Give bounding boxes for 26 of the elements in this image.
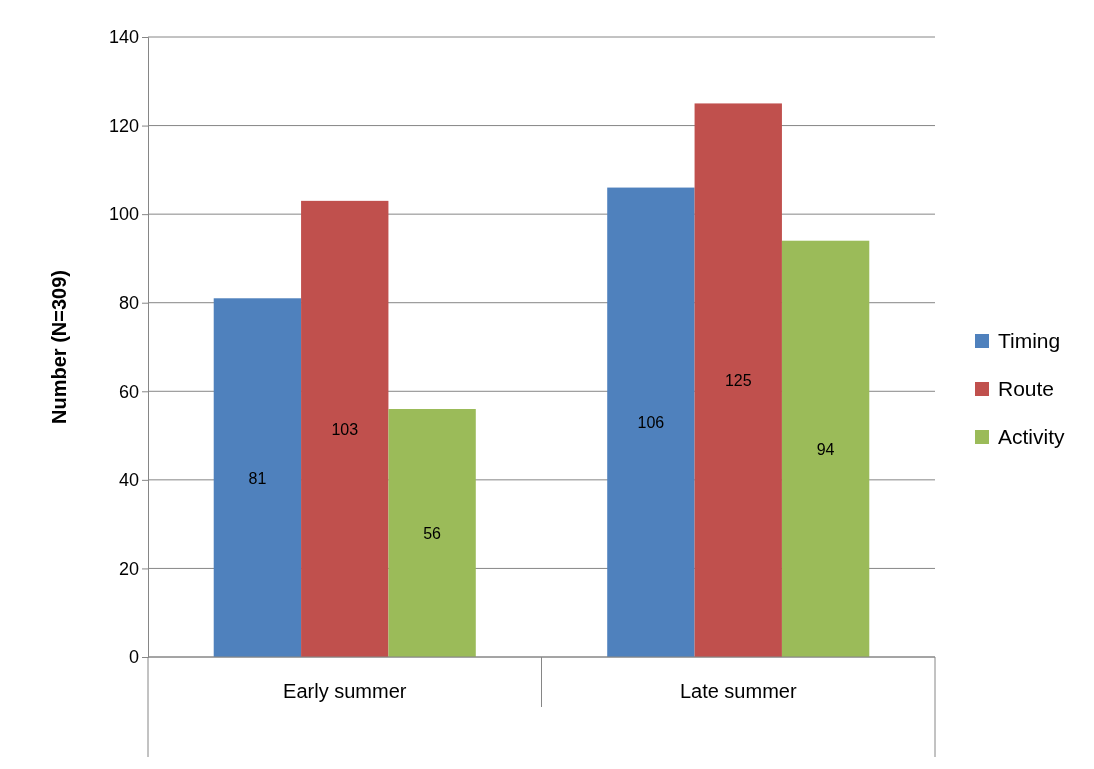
y-tick-label: 40 [118,470,139,491]
legend-label: Timing [998,329,1061,352]
y-tick-label: 20 [118,558,139,579]
data-label: 81 [248,469,267,487]
bar [388,409,476,657]
y-tick-label: 120 [108,115,139,136]
bar [607,187,695,657]
y-tick-label: 0 [128,647,139,668]
data-label: 56 [423,525,442,542]
data-label: 94 [816,440,835,458]
legend-label: Activity [998,425,1066,448]
x-tick-label: Late summer [679,680,797,702]
x-tick-label: Early summer [283,680,407,702]
bar [694,103,782,657]
y-tick-label: 100 [108,204,139,225]
bar [301,200,389,657]
bar [213,298,302,657]
legend-label: Route [998,377,1055,400]
data-label: 103 [331,420,359,438]
data-label: 125 [724,372,752,390]
y-tick-label: 140 [108,27,139,48]
y-tick-label: 60 [118,381,139,402]
bar [781,240,870,657]
data-label: 106 [637,414,665,432]
y-tick-label: 80 [118,292,139,313]
y-axis-title: Number (N=309) [48,270,70,424]
